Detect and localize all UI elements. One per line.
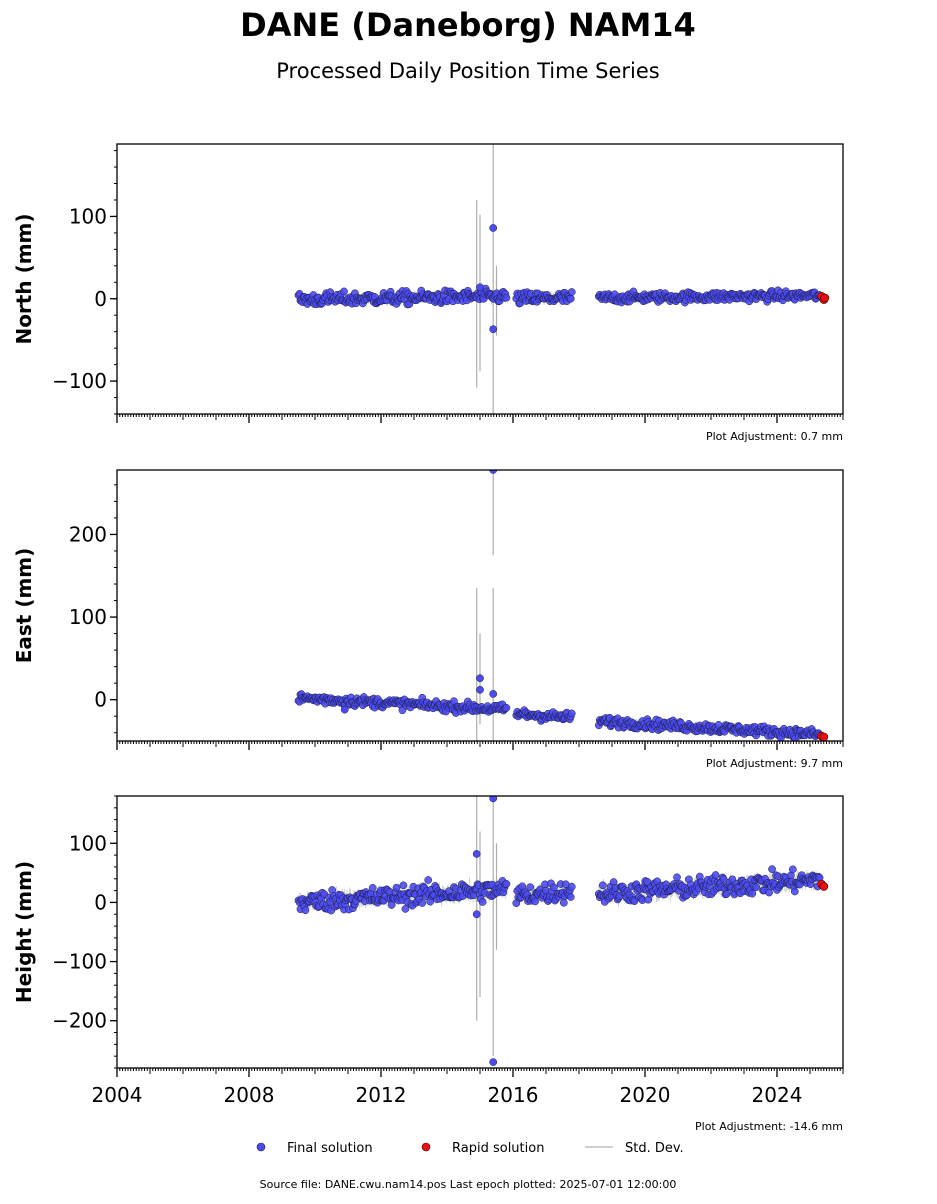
final-point xyxy=(424,876,433,884)
final-point xyxy=(368,884,377,892)
final-point xyxy=(722,890,731,898)
final-point xyxy=(418,899,427,907)
y-axis-label: North (mm) xyxy=(12,213,36,344)
legend-rapid-marker xyxy=(421,1142,431,1152)
final-point xyxy=(566,294,575,303)
final-outlier-point xyxy=(340,705,349,714)
final-outlier-point xyxy=(476,674,484,683)
legend-rapid-label: Rapid solution xyxy=(452,1141,544,1156)
final-point xyxy=(752,883,761,892)
plot-area-east xyxy=(294,470,829,741)
rapid-point xyxy=(819,882,829,891)
final-point xyxy=(550,883,558,892)
y-tick-label: 0 xyxy=(94,688,107,712)
rapid-point xyxy=(820,293,830,303)
final-point xyxy=(567,709,576,718)
final-point xyxy=(502,293,511,302)
y-tick-label: 100 xyxy=(69,605,107,629)
final-point xyxy=(559,898,568,907)
plot-adjustment-label: Plot Adjustment: 9.7 mm xyxy=(706,757,843,770)
final-point xyxy=(392,883,401,892)
final-point xyxy=(502,879,511,888)
final-outlier-point xyxy=(489,796,498,803)
final-outlier-point xyxy=(472,850,481,858)
final-point xyxy=(340,287,348,296)
final-point xyxy=(567,882,576,891)
legend-std-label: Std. Dev. xyxy=(625,1141,684,1156)
final-outlier-point xyxy=(489,325,498,334)
final-point xyxy=(399,881,408,890)
panels: −100 0 100 North (mm) Plot Adjustment: 0.7 m… xyxy=(12,143,844,1133)
final-point xyxy=(567,288,576,296)
figure-subtitle: Processed Daily Position Time Series xyxy=(276,59,660,83)
x-tick-label: 2024 xyxy=(752,1083,803,1107)
final-point xyxy=(598,881,607,890)
x-tick-label: 2016 xyxy=(488,1083,539,1107)
y-tick-label: −100 xyxy=(52,369,107,393)
final-outlier-point xyxy=(489,470,498,474)
source-footer: Source file: DANE.cwu.nam14.pos Last epo… xyxy=(260,1178,677,1191)
panel-east: 0 100 200 East (mm) Plot Adjustment: 9.7 mm xyxy=(12,469,844,770)
final-point xyxy=(673,873,681,882)
final-point xyxy=(788,865,797,874)
final-outlier-point xyxy=(489,1058,498,1066)
x-tick-label: 2012 xyxy=(356,1083,407,1107)
final-point xyxy=(748,889,757,898)
x-tick-label: 2004 xyxy=(92,1083,143,1107)
y-tick-label: 0 xyxy=(94,287,107,311)
legend-final-label: Final solution xyxy=(287,1141,373,1156)
final-outlier-point xyxy=(476,283,484,292)
y-tick-label: −200 xyxy=(52,1009,107,1033)
y-tick-label: 100 xyxy=(69,831,107,855)
panel-north: −100 0 100 North (mm) Plot Adjustment: 0.7 m… xyxy=(12,143,844,443)
final-point xyxy=(401,905,410,913)
final-point xyxy=(502,703,511,712)
final-point xyxy=(526,883,535,891)
final-point xyxy=(719,875,728,883)
final-outlier-point xyxy=(476,685,484,694)
final-outlier-point xyxy=(489,224,498,232)
final-point xyxy=(711,871,720,879)
final-outlier-point xyxy=(489,690,498,698)
plot-adjustment-label: Plot Adjustment: 0.7 mm xyxy=(706,430,843,443)
y-axis-label: East (mm) xyxy=(12,548,36,664)
plot-adjustment-label: Plot Adjustment: -14.6 mm xyxy=(695,1120,843,1133)
y-axis-label: Height (mm) xyxy=(12,861,36,1003)
y-tick-label: −100 xyxy=(52,950,107,974)
y-tick-label: 0 xyxy=(94,890,107,914)
final-point xyxy=(630,897,639,906)
final-point xyxy=(531,897,539,906)
plot-area-north xyxy=(294,144,830,414)
panel-height: −200 −100 0 100 2004 2008 2012 2016 2020 2024 Heig… xyxy=(12,795,844,1133)
rapid-point xyxy=(819,732,829,741)
y-tick-label: 100 xyxy=(69,204,107,228)
legend: Final solution Rapid solution Std. Dev. xyxy=(256,1141,684,1156)
final-outlier-point xyxy=(472,910,481,919)
final-point xyxy=(768,865,776,873)
figure-title: DANE (Daneborg) NAM14 xyxy=(240,6,696,44)
final-point xyxy=(790,887,799,896)
x-tick-label: 2008 xyxy=(224,1083,275,1107)
y-tick-label: 200 xyxy=(69,522,107,546)
plot-area-height xyxy=(294,796,829,1066)
x-tick-label: 2020 xyxy=(620,1083,671,1107)
final-point xyxy=(301,906,310,915)
legend-final-marker xyxy=(256,1142,266,1152)
final-point xyxy=(478,898,487,906)
final-point xyxy=(566,893,575,901)
